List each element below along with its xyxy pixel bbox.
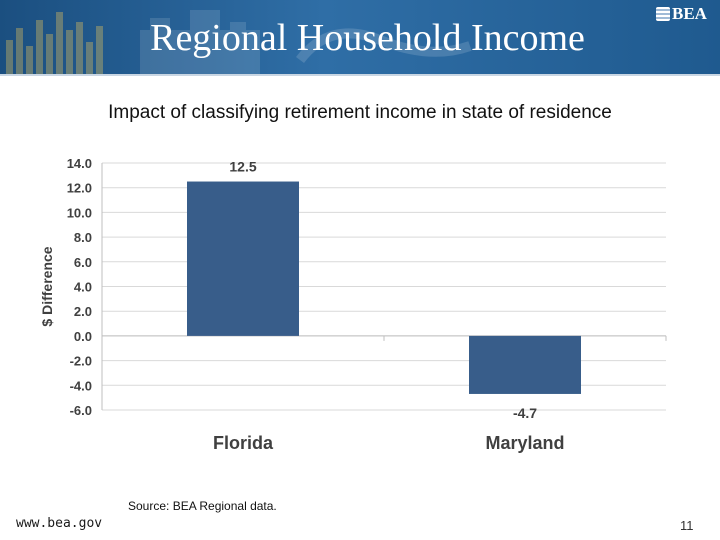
y-tick-label: 14.0: [67, 156, 92, 171]
data-label: -4.7: [513, 405, 537, 421]
website-url[interactable]: www.bea.gov: [16, 516, 103, 531]
slide-title: Regional Household Income: [150, 17, 585, 59]
header-decoration: [6, 10, 472, 76]
y-tick-label: 6.0: [74, 255, 92, 270]
header-divider: [0, 74, 720, 76]
y-axis-title: $ Difference: [39, 246, 55, 326]
y-tick-label: 4.0: [74, 280, 92, 295]
bar-florida: [187, 181, 299, 336]
logo-text: BEA: [672, 4, 707, 23]
x-category-label: Maryland: [485, 433, 564, 453]
bea-logo: BEA: [656, 4, 707, 24]
y-tick-label: -4.0: [70, 378, 92, 393]
y-tick-label: 8.0: [74, 230, 92, 245]
chart-title: Impact of classifying retirement income …: [108, 102, 612, 123]
y-tick-label: 10.0: [67, 205, 92, 220]
y-tick-label: 0.0: [74, 329, 92, 344]
source-note: Source: BEA Regional data.: [128, 499, 277, 513]
y-tick-label: 2.0: [74, 304, 92, 319]
slide-header: Regional Household Income BEA: [0, 0, 720, 76]
flag-icon: [656, 7, 670, 21]
x-category-label: Florida: [213, 433, 274, 453]
page-number: 11: [680, 518, 694, 533]
y-tick-label: -2.0: [70, 354, 92, 369]
y-tick-label: -6.0: [70, 403, 92, 418]
data-label: 12.5: [229, 159, 256, 175]
bar-maryland: [469, 335, 581, 394]
y-tick-label: 12.0: [67, 181, 92, 196]
